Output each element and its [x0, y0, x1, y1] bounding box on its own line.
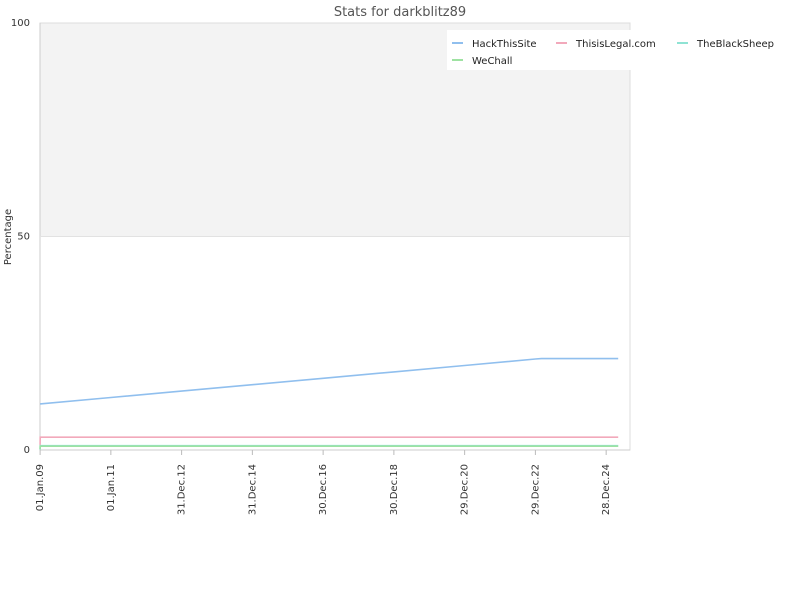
- x-tick-label: 28.Dec.24: [601, 464, 612, 515]
- y-tick-label: 0: [24, 445, 30, 456]
- y-tick-label: 100: [11, 18, 30, 29]
- x-tick-label: 01.Jan.11: [106, 464, 117, 511]
- x-tick-label: 01.Jan.09: [35, 464, 46, 511]
- series-line: [39, 436, 619, 445]
- chart-title: Stats for darkblitz89: [334, 5, 466, 20]
- y-tick-label: 50: [17, 232, 30, 243]
- x-tick-label: 30.Dec.18: [389, 464, 400, 515]
- x-tick-label: 31.Dec.12: [177, 464, 188, 515]
- series-lines: [39, 357, 619, 450]
- x-tick-label: 29.Dec.22: [530, 464, 541, 515]
- legend-label: HackThisSite: [472, 39, 537, 50]
- series-line: [40, 357, 619, 405]
- legend: HackThisSite ThisisLegal.com TheBlackSheep…: [447, 30, 787, 70]
- x-ticks: 01.Jan.09 01.Jan.11 31.Dec.12 31.Dec.14 30.D…: [35, 450, 612, 515]
- legend-box: [447, 30, 787, 70]
- y-ticks: 0 50 100: [11, 18, 30, 456]
- x-tick-label: 29.Dec.20: [460, 464, 471, 515]
- legend-label: WeChall: [472, 56, 512, 67]
- x-tick-label: 30.Dec.16: [318, 464, 329, 515]
- legend-label: ThisisLegal.com: [575, 39, 656, 50]
- legend-label: TheBlackSheep: [696, 39, 774, 50]
- series-line: [39, 445, 619, 450]
- x-tick-label: 31.Dec.14: [247, 464, 258, 515]
- y-axis-title: Percentage: [3, 209, 14, 265]
